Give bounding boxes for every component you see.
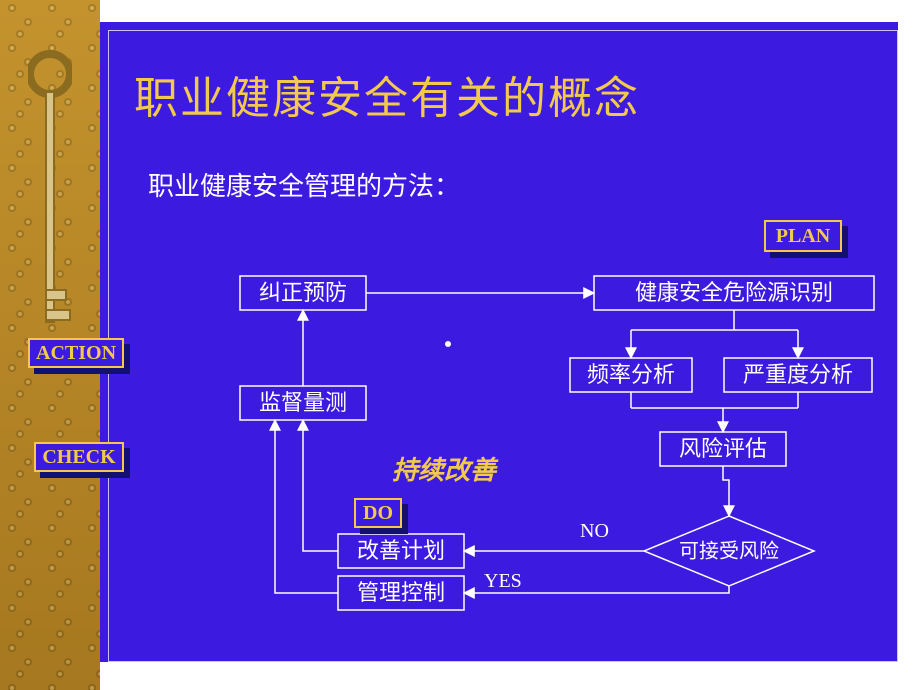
- stage: 职业健康安全有关的概念 职业健康安全管理的方法： 持续改善 纠正预防健康安全危险…: [0, 0, 920, 690]
- key-icon: [28, 40, 72, 380]
- action-tag: ACTION: [28, 338, 124, 368]
- slide-subtitle: 职业健康安全管理的方法：: [148, 166, 460, 203]
- check-tag: CHECK: [34, 442, 124, 472]
- do-tag: DO: [354, 498, 402, 528]
- continuous-improvement-label: 持续改善: [392, 450, 496, 487]
- slide-frame: 职业健康安全有关的概念 职业健康安全管理的方法：: [100, 22, 898, 662]
- slide-title: 职业健康安全有关的概念: [134, 62, 640, 126]
- plan-tag: PLAN: [764, 220, 842, 252]
